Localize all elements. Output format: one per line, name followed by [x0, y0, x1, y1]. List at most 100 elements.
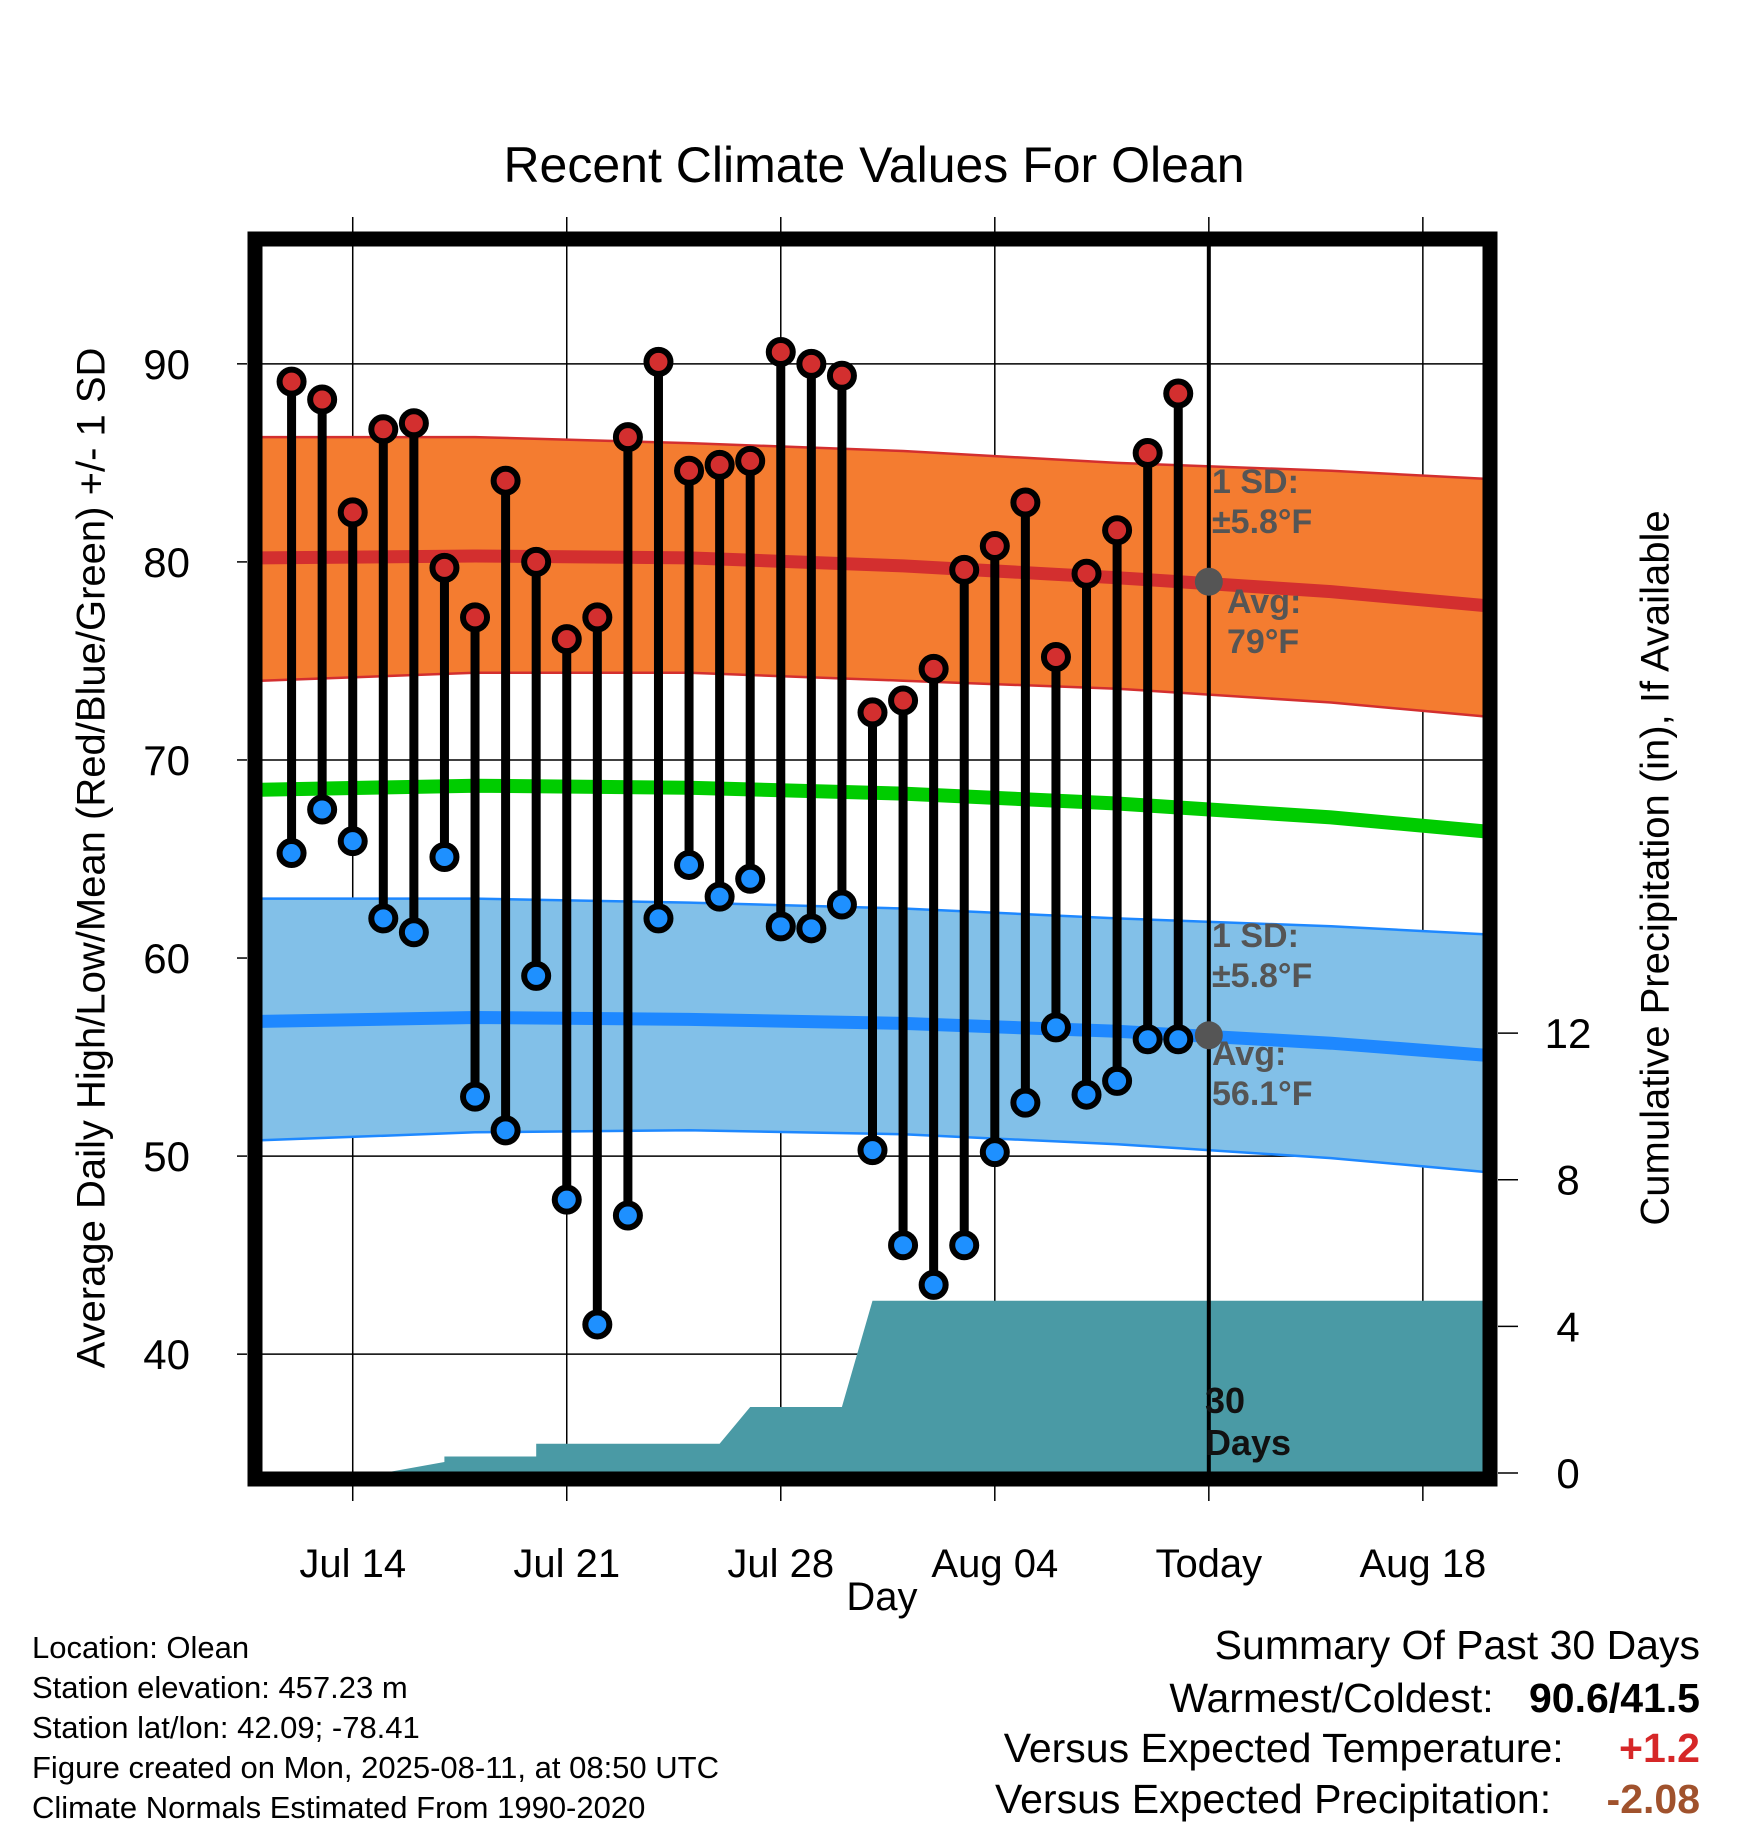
- low-temp-point: [704, 881, 735, 912]
- high-avg-label: Avg:: [1227, 583, 1302, 621]
- low-temp-point: [521, 960, 552, 991]
- high-temp-point: [429, 552, 460, 583]
- temp-label: Versus Expected Temperature:: [1003, 1725, 1564, 1771]
- y-tick-label: 80: [143, 539, 190, 586]
- low-sd-annotation: 1 SD: ±5.8°F: [1212, 916, 1312, 996]
- y-tick-label: 90: [143, 341, 190, 388]
- summary-temp: Versus Expected Temperature: +1.2: [1004, 1725, 1700, 1772]
- high-temp-point: [918, 653, 949, 684]
- y2-axis-label: Cumulative Precipitation (in), If Availa…: [1633, 510, 1678, 1226]
- high-temp-point: [582, 602, 613, 633]
- temp-value: +1.2: [1619, 1725, 1700, 1771]
- y2-tick-label: 4: [1556, 1303, 1579, 1350]
- low-temp-point: [276, 838, 307, 869]
- y-tick-label: 70: [143, 737, 190, 784]
- high-band-edge: [261, 435, 1485, 480]
- low-temp-point: [551, 1184, 582, 1215]
- y2-tick-label: 0: [1556, 1450, 1579, 1497]
- low-temp-point: [337, 826, 368, 857]
- y-tick-label: 50: [143, 1133, 190, 1180]
- days-count: 30: [1205, 1380, 1246, 1421]
- low-temp-point: [1102, 1065, 1133, 1096]
- low-temp-point: [979, 1137, 1010, 1168]
- plot-area: 40 50 60 70 80 90 0 4 8 12 Jul 14 Jul 21 Jul 28 Aug 0…: [143, 217, 1591, 1586]
- high-temp-point: [674, 455, 705, 486]
- high-temp-point: [337, 497, 368, 528]
- x-tick-label: Today: [1155, 1542, 1262, 1586]
- warm-cold-value: 90.6/41.5: [1529, 1675, 1700, 1721]
- high-temp-point: [1132, 437, 1163, 468]
- today-high-avg-marker: [1194, 567, 1223, 596]
- y-tick-label: 40: [143, 1331, 190, 1378]
- high-avg-value: 79°F: [1227, 623, 1300, 661]
- high-sd-label: 1 SD:: [1212, 463, 1299, 501]
- summary-precip: Versus Expected Precipitation: -2.08: [995, 1776, 1700, 1823]
- low-avg-annotation: Avg: 56.1°F: [1212, 1034, 1313, 1114]
- low-temp-point: [1071, 1079, 1102, 1110]
- high-temp-point: [796, 348, 827, 379]
- x-tick-label: Aug 04: [931, 1542, 1058, 1586]
- high-temp-point: [460, 602, 491, 633]
- high-temp-point: [826, 360, 857, 391]
- footer-latlon: Station lat/lon: 42.09; -78.41: [32, 1710, 420, 1745]
- high-temp-point: [1071, 558, 1102, 589]
- high-temp-point: [398, 408, 429, 439]
- high-temp-point: [643, 346, 674, 377]
- high-temp-point: [1163, 378, 1194, 409]
- plot-frame: [247, 231, 1498, 1487]
- days-annotation: 30 Days: [1205, 1380, 1291, 1464]
- high-temp-point: [1102, 515, 1133, 546]
- summary-warm-cold: Warmest/Coldest: 90.6/41.5: [1169, 1675, 1700, 1722]
- precip-label: Versus Expected Precipitation:: [995, 1776, 1552, 1822]
- low-temp-point: [582, 1309, 613, 1340]
- low-sd-label: 1 SD:: [1212, 917, 1299, 955]
- high-temp-point: [1010, 487, 1041, 518]
- low-temp-point: [1132, 1024, 1163, 1055]
- precip-area: [261, 1300, 1484, 1473]
- low-temp-point: [490, 1115, 521, 1146]
- low-temp-point: [1010, 1087, 1041, 1118]
- y-tick-label: 60: [143, 935, 190, 982]
- high-temp-point: [276, 366, 307, 397]
- low-avg-label: Avg:: [1212, 1035, 1287, 1073]
- low-temp-point: [612, 1200, 643, 1231]
- low-temp-point: [888, 1230, 919, 1261]
- warm-cold-label: Warmest/Coldest:: [1169, 1675, 1494, 1721]
- high-temp-point: [765, 336, 796, 367]
- high-temp-point: [704, 449, 735, 480]
- y2-tick-label: 12: [1545, 1010, 1592, 1057]
- low-temp-point: [307, 794, 338, 825]
- high-avg-annotation: Avg: 79°F: [1227, 582, 1301, 662]
- low-temp-point: [796, 913, 827, 944]
- low-temp-point: [735, 863, 766, 894]
- high-temp-point: [1040, 641, 1071, 672]
- low-temp-point: [857, 1135, 888, 1166]
- low-temp-point: [643, 903, 674, 934]
- high-sd-value: ±5.8°F: [1212, 503, 1313, 541]
- high-temp-point: [307, 384, 338, 415]
- y-axis-label: Average Daily High/Low/Mean (Red/Blue/Gr…: [69, 347, 114, 1369]
- low-temp-point: [949, 1230, 980, 1261]
- summary-heading: Summary Of Past 30 Days: [1214, 1622, 1700, 1668]
- avg-high-line: [260, 549, 1485, 612]
- low-temp-point: [460, 1081, 491, 1112]
- today-low-avg-marker: [1194, 1021, 1223, 1050]
- high-temp-point: [368, 414, 399, 445]
- x-tick-label: Jul 21: [513, 1542, 620, 1586]
- high-temp-point: [735, 445, 766, 476]
- days-label: Days: [1205, 1422, 1292, 1463]
- low-temp-point: [398, 917, 429, 948]
- high-temp-point: [612, 422, 643, 453]
- high-temp-point: [888, 685, 919, 716]
- footer-normals: Climate Normals Estimated From 1990-2020: [32, 1790, 646, 1825]
- low-temp-point: [674, 849, 705, 880]
- low-temp-point: [1163, 1024, 1194, 1055]
- footer-location: Location: Olean: [32, 1630, 250, 1665]
- x-tick-label: Jul 14: [299, 1542, 406, 1586]
- footer-created: Figure created on Mon, 2025-08-11, at 08…: [32, 1750, 719, 1785]
- footer-elevation: Station elevation: 457.23 m: [32, 1670, 408, 1705]
- low-temp-point: [918, 1269, 949, 1300]
- low-temp-point: [368, 903, 399, 934]
- y2-tick-label: 8: [1556, 1157, 1579, 1204]
